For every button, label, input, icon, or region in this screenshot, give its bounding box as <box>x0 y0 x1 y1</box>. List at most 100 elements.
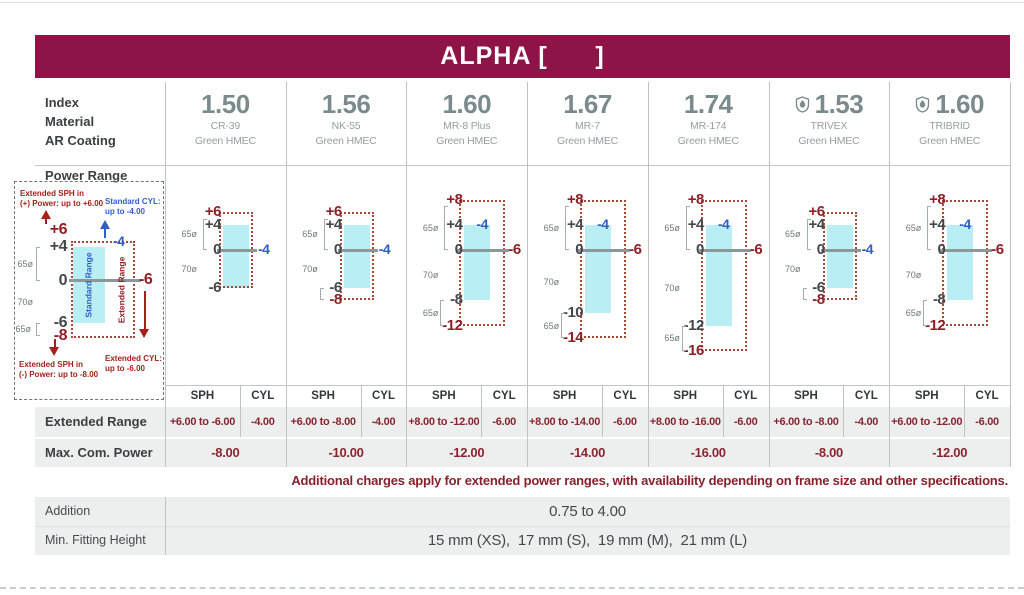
standard-range-rect <box>947 224 974 301</box>
legend-std-cyl-line2: up to -4.00 <box>105 207 146 217</box>
legend-std-cyl: Standard CYL: up to -4.00 <box>105 197 161 218</box>
sph-header: SPH <box>432 390 456 402</box>
sph-value: +8.00 to -12.00 <box>408 416 480 428</box>
scale-label: 0 <box>696 241 704 258</box>
diameter-label: 70ø <box>543 276 560 287</box>
column-header: 1.50 CR-39 Green HMEC <box>165 82 286 162</box>
diameter-label: 65ø <box>181 229 197 240</box>
coating-name: Green HMEC <box>194 135 256 147</box>
extended-range-row-label: Extended Range <box>45 414 147 429</box>
subcolumn-separator <box>239 386 241 437</box>
subcolumn-separator <box>843 386 845 437</box>
zero-line <box>578 248 631 252</box>
scale-label: -14 <box>562 329 584 347</box>
material-name: TRIVEX <box>810 120 848 132</box>
standard-range-rect <box>585 224 612 313</box>
cyl-value: -6.00 <box>733 416 758 428</box>
column-header: 1.60 MR-8 Plus Green HMEC <box>406 82 527 162</box>
legend-ext-sph-plus-line2: (+) Power: up to +6.00 <box>20 199 104 209</box>
sph-header-top-line <box>165 385 1010 386</box>
shield-icon <box>915 95 930 113</box>
diameter-label: 65ø <box>302 229 318 240</box>
std-cyl-label: -4 <box>258 241 270 257</box>
legend-ext-sph-plus-line1: Extended SPH in <box>20 189 85 198</box>
material-name: MR-174 <box>690 120 727 132</box>
diameter-bracket <box>806 218 811 250</box>
scale-label: 0 <box>333 241 342 258</box>
scale-label: -12 <box>683 316 705 334</box>
max-power-value: -12.00 <box>449 445 485 460</box>
scale-label: 0 <box>937 241 946 258</box>
std-cyl-label: -4 <box>861 241 874 257</box>
page-title: ALPHA [ ] <box>440 42 605 70</box>
index-value: 1.60 <box>915 89 984 119</box>
legend-diameter-65-bottom: 65ø <box>15 324 31 334</box>
power-range-label: Power Range <box>45 168 128 183</box>
sph-value: +8.00 to -16.00 <box>649 416 721 428</box>
coating-name: Green HMEC <box>315 135 377 147</box>
max-power-value: -8.00 <box>814 445 843 460</box>
standard-range-rect <box>223 224 249 288</box>
legend-std-cyl-value: -4 <box>113 233 125 249</box>
cyl-header: CYL <box>854 390 878 402</box>
legend-extended-range-box <box>71 241 135 338</box>
header-separator-line <box>35 165 1010 166</box>
scale-label: 0 <box>454 241 463 258</box>
index-value: 1.74 <box>684 89 733 119</box>
column-separator <box>527 82 529 467</box>
column-header: 1.53 TRIVEX Green HMEC <box>769 82 890 162</box>
max-power-row-bg <box>35 439 1010 467</box>
scale-label: +8 <box>929 190 946 208</box>
index-value: 1.50 <box>201 89 250 119</box>
scale-label: -6 <box>812 278 825 296</box>
subcolumn-separator <box>481 386 483 437</box>
title-bar: ALPHA [ ] <box>35 35 1010 78</box>
legend-diameter-65-top: 65ø <box>17 259 33 269</box>
extended-range-box <box>339 212 374 301</box>
index-number: 1.60 <box>935 89 984 119</box>
scale-label: 0 <box>213 241 221 258</box>
index-number: 1.56 <box>321 89 371 119</box>
down-arrow-stem-left <box>54 339 56 347</box>
max-power-value: -16.00 <box>690 445 726 460</box>
extended-range-box <box>822 212 857 301</box>
diameter-bracket <box>561 313 566 339</box>
standard-range-rect <box>705 224 732 326</box>
legend-bracket-bottom <box>36 323 40 336</box>
scale-label: +8 <box>687 190 705 208</box>
extended-range-row-bg <box>35 407 1010 437</box>
diameter-bracket <box>927 205 932 250</box>
legend-standard-range-rect <box>73 247 105 323</box>
sph-value: +6.00 to -6.00 <box>169 416 236 428</box>
scale-label: +6 <box>204 203 222 221</box>
addition-row-label: Addition <box>45 504 91 518</box>
diameter-label: 70ø <box>905 270 922 281</box>
power-range-diagram: +6 +4 0 -6 -8 65ø 70ø -4 <box>286 165 407 385</box>
standard-range-rect <box>826 224 853 288</box>
diameter-label: 70ø <box>181 263 197 274</box>
index-value: 1.60 <box>442 89 491 119</box>
column-separator <box>889 82 891 467</box>
blue-up-arrow-icon <box>100 220 110 229</box>
sph-header: SPH <box>673 390 698 402</box>
legend-ext-cyl-text: Extended CYL: up to -6.00 <box>105 354 162 375</box>
ext-cyl-label: -6 <box>749 241 763 258</box>
diameter-bracket <box>444 205 449 250</box>
column-separator <box>647 82 649 467</box>
scale-label: +4 <box>325 215 343 233</box>
scale-label: 0 <box>816 241 825 258</box>
scale-label: +4 <box>687 215 705 233</box>
sph-value: +6.00 to -8.00 <box>773 416 839 428</box>
scale-label: +6 <box>808 203 825 221</box>
std-cyl-label: -4 <box>597 215 609 232</box>
scale-label: +8 <box>446 190 463 208</box>
sph-header: SPH <box>552 390 577 402</box>
header-row-label-material: Material <box>45 114 95 129</box>
subcolumn-separator <box>601 386 603 437</box>
std-cyl-label: -4 <box>476 215 488 232</box>
cyl-value: -4.00 <box>371 416 396 428</box>
down-arrow-icon-right <box>139 329 149 338</box>
std-cyl-label: -4 <box>378 241 391 257</box>
cyl-value: -4.00 <box>854 416 879 428</box>
